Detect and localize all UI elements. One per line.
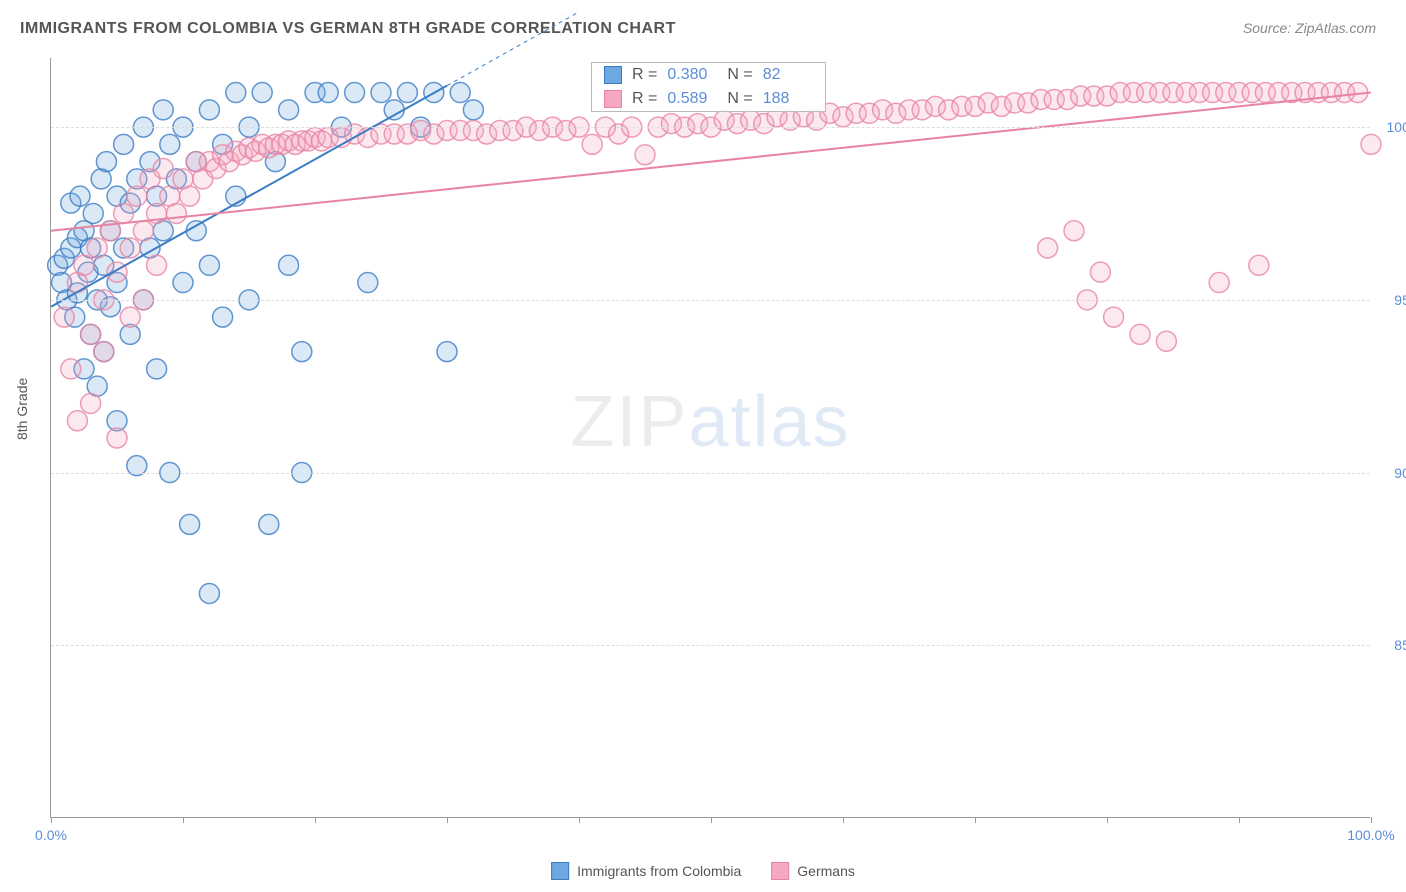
- chart-plot-area: ZIPatlas R = 0.380 N = 82 R = 0.589 N = …: [50, 58, 1370, 818]
- stat-r-value-germans: 0.589: [667, 90, 717, 108]
- correlation-stats-box: R = 0.380 N = 82 R = 0.589 N = 188: [591, 62, 826, 112]
- stat-r-label: R =: [632, 90, 657, 108]
- legend: Immigrants from Colombia Germans: [551, 862, 855, 880]
- y-axis-label: 8th Grade: [14, 378, 30, 440]
- stat-n-label: N =: [727, 90, 752, 108]
- legend-item-germans: Germans: [771, 862, 855, 880]
- legend-swatch-germans: [771, 862, 789, 880]
- y-tick-label: 95.0%: [1394, 292, 1406, 308]
- y-tick-label: 85.0%: [1394, 637, 1406, 653]
- source-attribution: Source: ZipAtlas.com: [1243, 20, 1376, 36]
- legend-label-colombia: Immigrants from Colombia: [577, 863, 741, 879]
- legend-swatch-colombia: [551, 862, 569, 880]
- stat-r-label: R =: [632, 66, 657, 84]
- stat-n-value-colombia: 82: [763, 66, 813, 84]
- stat-swatch-germans: [604, 90, 622, 108]
- y-tick-label: 90.0%: [1394, 465, 1406, 481]
- stat-n-label: N =: [727, 66, 752, 84]
- y-tick-label: 100.0%: [1387, 119, 1406, 135]
- stat-n-value-germans: 188: [763, 90, 813, 108]
- chart-title: IMMIGRANTS FROM COLOMBIA VS GERMAN 8TH G…: [20, 20, 676, 38]
- scatter-plot-svg: [51, 58, 1370, 817]
- stat-swatch-colombia: [604, 66, 622, 84]
- legend-item-colombia: Immigrants from Colombia: [551, 862, 741, 880]
- x-tick-label: 100.0%: [1347, 827, 1394, 843]
- stat-row-germans: R = 0.589 N = 188: [592, 87, 825, 111]
- x-tick-label: 0.0%: [35, 827, 67, 843]
- stat-r-value-colombia: 0.380: [667, 66, 717, 84]
- stat-row-colombia: R = 0.380 N = 82: [592, 63, 825, 87]
- legend-label-germans: Germans: [797, 863, 855, 879]
